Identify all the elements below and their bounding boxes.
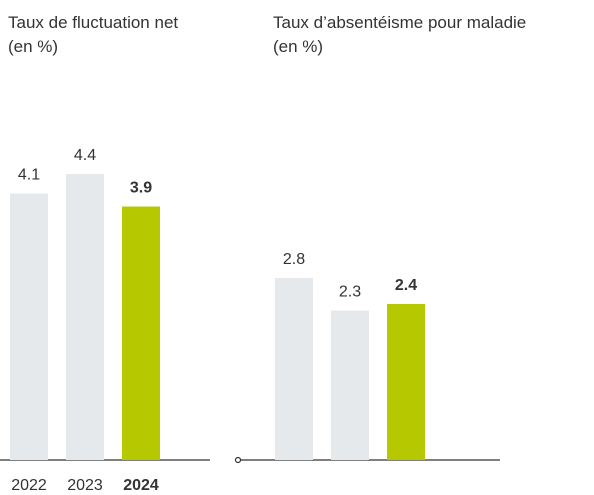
chart-title: Taux d’absentéisme pour maladie [273, 13, 526, 32]
bar [331, 310, 369, 460]
axis-marker [234, 456, 242, 464]
bar [122, 206, 160, 460]
bar [66, 174, 104, 460]
value-label: 4.4 [74, 147, 96, 164]
x-tick-label: 2023 [67, 477, 103, 494]
value-label: 4.1 [18, 167, 40, 184]
bar [387, 304, 425, 460]
value-label: 2.3 [339, 284, 361, 301]
bar [10, 193, 48, 460]
value-label: 2.4 [395, 277, 417, 294]
value-label: 2.8 [283, 251, 305, 268]
x-tick-label: 2024 [123, 477, 159, 494]
x-tick-label: 2022 [11, 477, 47, 494]
value-label: 3.9 [130, 180, 152, 197]
chart-subtitle: (en %) [273, 37, 323, 56]
chart-subtitle: (en %) [8, 37, 58, 56]
chart-title: Taux de fluctuation net [8, 13, 178, 32]
bar [275, 278, 313, 460]
